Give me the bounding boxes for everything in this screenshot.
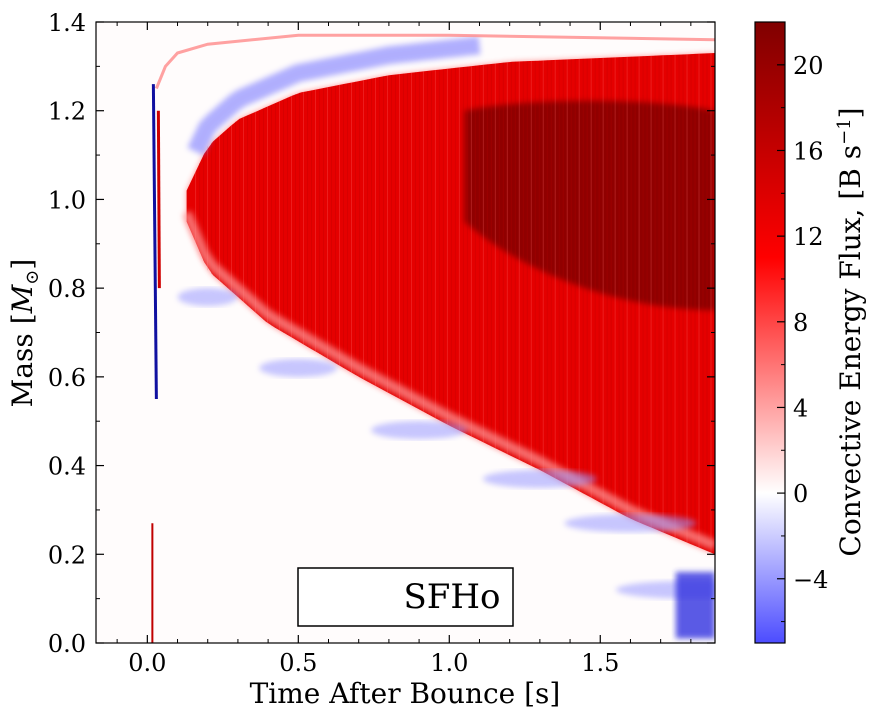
x-tick-label: 0.0 <box>128 649 166 677</box>
colorbar-tick-label: 12 <box>793 223 824 251</box>
y-axis-label-close: ] <box>6 259 39 270</box>
colorbar-label-main: Convective Energy Flux, [B s <box>834 145 867 557</box>
x-tick-label: 1.0 <box>430 649 468 677</box>
svg-text:Mass [M⊙]: Mass [M⊙] <box>6 259 43 408</box>
colorbar-frame <box>754 21 786 644</box>
x-tick-label: 0.5 <box>279 649 317 677</box>
colorbar-tick-label: −4 <box>793 566 828 594</box>
negative-flux-patch <box>259 358 338 377</box>
y-tick-label: 1.2 <box>48 98 86 126</box>
y-tick-label: 0.0 <box>48 630 86 658</box>
colorbar-label-close: ] <box>834 107 867 118</box>
colorbar-tick-label: 16 <box>793 137 824 165</box>
x-axis-label: Time After Bounce [s] <box>250 677 561 710</box>
heatmap-image <box>96 22 715 643</box>
y-axis-ticks: 0.0 0.2 0.4 0.6 0.8 1.0 1.2 1.4 <box>48 9 715 658</box>
annotation-box: SFHo <box>297 567 514 627</box>
y-tick-label: 0.6 <box>48 364 86 392</box>
colorbar-tick-label: 4 <box>793 394 808 422</box>
y-tick-label: 0.2 <box>48 541 86 569</box>
y-axis-label-main: Mass [ <box>6 313 39 407</box>
shock-edge <box>155 33 715 90</box>
convective-bottom-edge <box>182 210 715 551</box>
y-tick-label: 0.8 <box>48 275 86 303</box>
negative-flux-patch <box>371 421 468 440</box>
y-axis-label-sub: ⊙ <box>22 270 43 285</box>
negative-flux-corner <box>675 572 715 639</box>
y-tick-label: 1.0 <box>48 186 86 214</box>
colorbar-label: Convective Energy Flux, [B s−1] <box>834 107 867 556</box>
colorbar-label-sup: −1 <box>834 118 855 145</box>
colorbar-tick-label: 0 <box>793 480 808 508</box>
colorbar-ticks: −4 0 4 8 12 16 20 <box>777 21 828 623</box>
y-axis-label: Mass [M⊙] <box>6 259 43 408</box>
negative-flux-band-top <box>187 36 481 156</box>
colorbar-gradient <box>755 22 785 643</box>
x-tick-label: 1.5 <box>581 649 619 677</box>
y-tick-label: 0.4 <box>48 453 86 481</box>
svg-text:Convective Energy Flux, [B s−1: Convective Energy Flux, [B s−1] <box>834 107 867 556</box>
negative-flux-patch <box>482 469 597 488</box>
x-axis-ticks: 0.0 0.5 1.0 1.5 <box>116 22 692 677</box>
negative-flux-patch <box>177 288 238 307</box>
peak-flux-region <box>464 100 715 311</box>
colorbar-tick-label: 8 <box>793 309 808 337</box>
bounce-streak-red <box>156 110 161 289</box>
colorbar-tick-label: 20 <box>793 52 824 80</box>
bounce-streak-blue <box>151 84 158 400</box>
y-tick-label: 1.4 <box>48 9 86 37</box>
y-axis-label-italic: M <box>6 283 39 314</box>
negative-flux-patch <box>564 514 697 533</box>
annotation-label: SFHo <box>403 577 500 617</box>
